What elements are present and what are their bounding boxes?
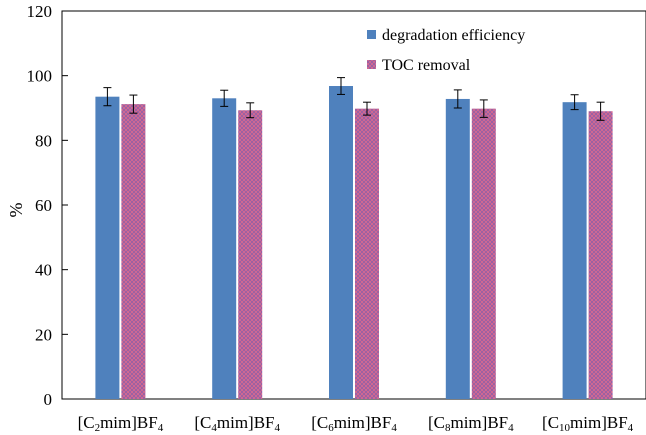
x-tick-label-4: [C8mim]BF4 <box>428 413 514 434</box>
x-tick-label-1-pre: [C <box>78 413 95 432</box>
x-axis: [C2mim]BF4 [C4mim]BF4 [C6mim]BF4 [C8mim]BF4… <box>78 413 634 434</box>
bar-degradation-efficiency-5 <box>562 102 587 400</box>
bar-degradation-efficiency-1 <box>95 96 120 399</box>
x-tick-label-1-sub2: 4 <box>158 422 164 434</box>
x-tick-label-4-pre: [C <box>428 413 445 432</box>
y-tick-label-80: 80 <box>35 131 52 150</box>
x-tick-label-2-post: mim]BF <box>217 413 275 432</box>
x-tick-label-2-sub: 4 <box>211 422 217 434</box>
x-tick-label-5-sub2: 4 <box>628 422 634 434</box>
x-tick-label-4-sub2: 4 <box>508 422 514 434</box>
x-tick-label-2-pre: [C <box>194 413 211 432</box>
y-tick-label-60: 60 <box>35 196 52 215</box>
legend-swatch-degradation-efficiency <box>367 30 376 39</box>
x-tick-label-5-sub: 10 <box>559 422 571 434</box>
bar-toc-removal-2 <box>238 110 263 399</box>
x-tick-label-4-post: mim]BF <box>450 413 508 432</box>
x-tick-label-3: [C6mim]BF4 <box>311 413 397 434</box>
bar-toc-removal-1 <box>121 104 146 400</box>
x-tick-label-5-post: mim]BF <box>570 413 628 432</box>
x-tick-label-5-pre: [C <box>542 413 559 432</box>
y-axis: 0 20 40 60 80 100 120 <box>27 2 68 409</box>
y-tick-label-120: 120 <box>27 2 53 21</box>
legend-label-degradation-efficiency: degradation efficiency <box>382 27 525 44</box>
bar-toc-removal-4 <box>471 108 496 399</box>
y-axis-title: % <box>6 203 26 218</box>
x-tick-label-1-post: mim]BF <box>100 413 158 432</box>
x-tick-label-4-sub: 8 <box>445 422 451 434</box>
x-tick-label-5: [C10mim]BF4 <box>542 413 634 434</box>
x-tick-label-2: [C4mim]BF4 <box>194 413 280 434</box>
bar-toc-removal-3 <box>355 108 379 399</box>
legend-label-toc-removal: TOC removal <box>382 57 471 74</box>
x-tick-label-3-sub2: 4 <box>391 422 397 434</box>
bar-toc-removal-5 <box>588 111 613 399</box>
x-tick-label-1: [C2mim]BF4 <box>78 413 164 434</box>
x-tick-label-3-sub: 6 <box>328 422 334 434</box>
plot-frame <box>61 10 646 400</box>
y-tick-label-40: 40 <box>35 261 52 280</box>
x-tick-label-3-pre: [C <box>311 413 328 432</box>
x-tick-label-2-sub2: 4 <box>275 422 281 434</box>
y-tick-label-0: 0 <box>44 390 53 409</box>
bars <box>95 77 613 400</box>
legend: degradation efficiency TOC removal <box>367 27 525 74</box>
bar-degradation-efficiency-3 <box>329 86 353 399</box>
y-tick-label-100: 100 <box>27 67 53 86</box>
y-tick-label-20: 20 <box>35 325 52 344</box>
x-tick-label-3-post: mim]BF <box>334 413 392 432</box>
legend-swatch-toc-removal <box>367 60 376 69</box>
bar-degradation-efficiency-2 <box>212 98 237 400</box>
x-tick-label-1-sub: 2 <box>95 422 101 434</box>
bar-degradation-efficiency-4 <box>445 98 470 400</box>
